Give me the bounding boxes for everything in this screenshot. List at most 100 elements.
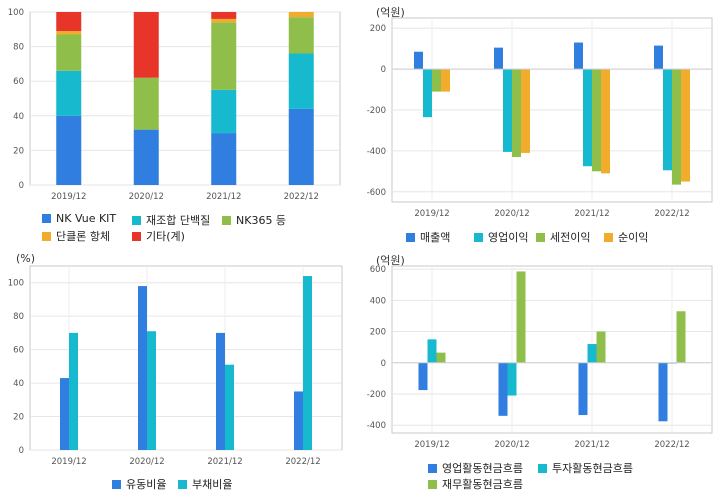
legend-item: NK365 등 — [222, 212, 286, 228]
bar — [676, 311, 686, 363]
x-tick-label: 2022/12 — [654, 209, 689, 219]
product-mix-chart: 0 20 40 60 80 100 2019/12 2020/12 2021/12 2022/12… — [0, 0, 360, 248]
legend-swatch — [536, 232, 545, 242]
bar — [288, 108, 314, 185]
bar — [133, 12, 159, 78]
y-tick-label: 40 — [13, 112, 24, 122]
y-tick-label: 40 — [13, 379, 24, 389]
bar — [56, 70, 82, 116]
legend-item: 유동비율 — [112, 476, 166, 492]
x-tick-label: 2019/12 — [51, 457, 86, 467]
legend-label: 매출액 — [420, 231, 451, 244]
legend-item: 순이익 — [604, 229, 648, 245]
bar — [56, 34, 82, 71]
y-tick-label: -200 — [367, 390, 386, 400]
legend-label: 기타(계) — [146, 230, 185, 243]
bar — [503, 69, 512, 152]
chart-unit: (%) — [16, 252, 36, 265]
legend-swatch — [132, 231, 141, 241]
legend-item: 영업이익 — [474, 229, 528, 245]
x-tick-label: 2020/12 — [129, 457, 164, 467]
y-tick-label: 200 — [370, 328, 386, 338]
legend-swatch — [222, 215, 231, 225]
legend-item: 영업활동현금흐름 — [428, 460, 523, 476]
legend-label: 유동비율 — [126, 478, 167, 491]
y-tick-label: 200 — [370, 24, 386, 34]
y-tick-label: 20 — [13, 146, 24, 156]
bar — [596, 331, 606, 363]
bar — [225, 364, 234, 450]
bar — [427, 339, 437, 363]
chart-unit: (억원) — [376, 6, 405, 19]
y-tick-label: 0 — [381, 65, 386, 75]
x-tick-label: 2019/12 — [414, 440, 449, 450]
bar — [574, 42, 583, 70]
bar — [521, 69, 530, 153]
bar — [414, 51, 423, 70]
y-tick-label: -400 — [367, 147, 386, 157]
x-tick-label: 2022/12 — [654, 440, 689, 450]
bar — [56, 12, 82, 32]
y-tick-label: 400 — [370, 296, 386, 306]
y-tick-label: 0 — [19, 181, 24, 191]
legend-swatch — [428, 463, 437, 473]
x-tick-label: 2021/12 — [574, 209, 609, 219]
y-tick-label: 100 — [8, 8, 24, 18]
cashflow-chart: (억원) -400 -200 0 200 400 600 2019/12 2020/12 202… — [360, 248, 720, 496]
bar — [423, 69, 432, 118]
bar — [681, 69, 690, 182]
bar — [288, 53, 314, 109]
bar — [672, 69, 681, 185]
bar — [211, 89, 237, 134]
bar — [583, 69, 592, 167]
bar — [60, 378, 69, 450]
legend-swatch — [132, 215, 141, 225]
x-tick-label: 2021/12 — [207, 457, 242, 467]
y-tick-label: -400 — [367, 421, 386, 431]
legend-swatch — [474, 232, 483, 242]
bar — [601, 69, 610, 174]
y-tick-label: 0 — [381, 359, 386, 369]
legend-label: 세전이익 — [550, 231, 591, 244]
bar — [211, 133, 237, 185]
chart-plot: 0 20 40 60 80 100 2019/12 2020/12 2021/12 2022/12 — [8, 265, 343, 467]
bar — [133, 77, 159, 130]
legend-item: 기타(계) — [132, 228, 185, 244]
bar — [211, 12, 237, 19]
legend-label: NK365 등 — [236, 214, 287, 227]
bar — [578, 362, 588, 416]
legend-label: 순이익 — [618, 231, 649, 244]
bar — [663, 69, 672, 171]
bar — [654, 45, 663, 70]
legend-label: 단클론 항체 — [56, 230, 111, 243]
legend-item: NK Vue KIT — [42, 212, 116, 225]
bar — [658, 362, 668, 422]
legend-item: 재조합 단백질 — [132, 212, 210, 228]
bar — [133, 129, 159, 185]
bar — [211, 18, 237, 23]
legend-swatch — [406, 232, 415, 242]
y-tick-label: 0 — [19, 446, 24, 456]
legend-label: 투자활동현금흐름 — [552, 462, 633, 475]
bar — [592, 69, 601, 172]
bar — [587, 344, 597, 363]
y-tick-label: 60 — [13, 346, 24, 356]
legend-label: 재조합 단백질 — [146, 214, 211, 227]
legend-item: 단클론 항체 — [42, 228, 110, 244]
chart-plot: -400 -200 0 200 400 600 2019/12 2020/12 2021/12 2… — [367, 265, 713, 450]
legend-item: 세전이익 — [536, 229, 590, 245]
y-tick-label: 80 — [13, 43, 24, 53]
legend-item: 부채비율 — [178, 476, 232, 492]
legend-item: 매출액 — [406, 229, 450, 245]
legend-swatch — [42, 214, 51, 223]
bar — [418, 362, 428, 391]
y-tick-label: 20 — [13, 413, 24, 423]
income-chart: (억원) -600 -400 -200 0 200 2019/12 2020/12 2021/… — [360, 0, 720, 248]
bar — [432, 69, 441, 92]
y-tick-label: 80 — [13, 312, 24, 322]
y-tick-label: 60 — [13, 77, 24, 87]
bar — [294, 391, 303, 450]
bar — [288, 12, 314, 18]
bar — [56, 31, 82, 35]
bar — [288, 17, 314, 54]
